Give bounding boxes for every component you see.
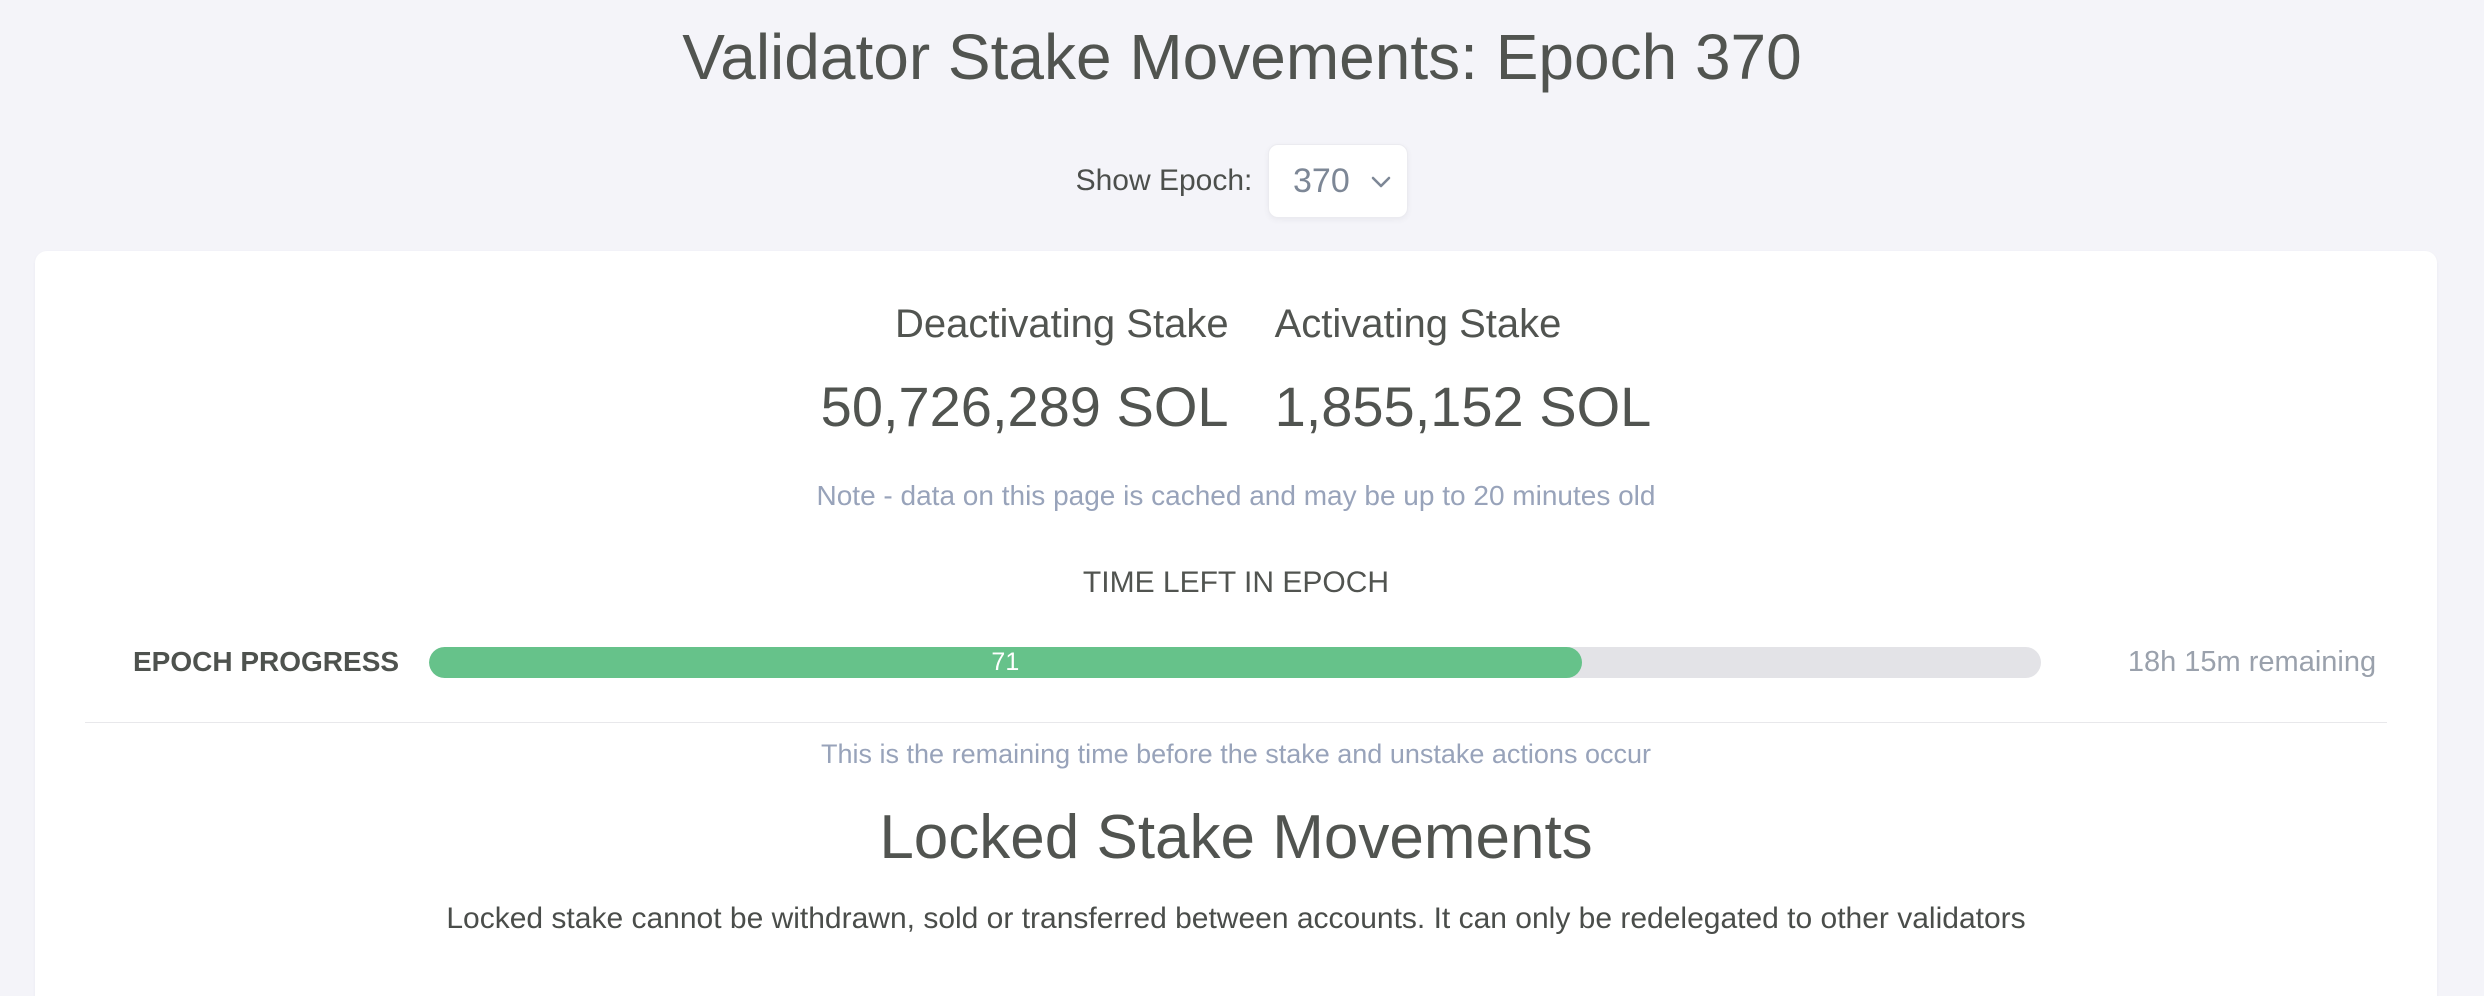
epoch-progress-fill: 71 — [429, 646, 1582, 678]
epoch-progress-bar: 71 — [429, 646, 2041, 678]
activating-stake-value: 1,855,152 SOL — [1274, 375, 1652, 439]
chevron-down-icon — [1371, 176, 1391, 188]
cache-note: Note - data on this page is cached and m… — [816, 479, 1656, 511]
activating-stake-column: Activating Stake 1,855,152 SOL — [1275, 301, 1652, 439]
time-left-heading: TIME LEFT IN EPOCH — [1082, 565, 1390, 599]
epoch-progress-percent: 71 — [991, 647, 1020, 676]
stake-summary: Deactivating Stake 50,726,289 SOL Activa… — [85, 301, 2387, 439]
epoch-select[interactable]: 370 — [1268, 144, 1409, 219]
main-card: Deactivating Stake 50,726,289 SOL Activa… — [35, 251, 2437, 996]
progress-caption: This is the remaining time before the st… — [821, 738, 1651, 769]
page-title: Validator Stake Movements: Epoch 370 — [682, 21, 1802, 93]
epoch-progress-label: EPOCH PROGRESS — [133, 646, 400, 678]
time-remaining-text: 18h 15m remaining — [2127, 645, 2377, 678]
deactivating-stake-column: Deactivating Stake 50,726,289 SOL — [821, 301, 1229, 439]
deactivating-stake-label: Deactivating Stake — [895, 302, 1229, 347]
divider — [85, 721, 2387, 723]
activating-stake-label: Activating Stake — [1274, 302, 1562, 347]
locked-stake-heading: Locked Stake Movements — [879, 802, 1593, 872]
epoch-select-value: 370 — [1293, 161, 1350, 200]
deactivating-stake-value: 50,726,289 SOL — [820, 375, 1229, 439]
epoch-progress-row: EPOCH PROGRESS 71 18h 15m remaining — [85, 646, 2387, 679]
epoch-selector-label: Show Epoch: — [1075, 164, 1253, 198]
locked-stake-description: Locked stake cannot be withdrawn, sold o… — [446, 901, 2026, 935]
epoch-selector-row: Show Epoch: 370 — [0, 144, 2484, 219]
